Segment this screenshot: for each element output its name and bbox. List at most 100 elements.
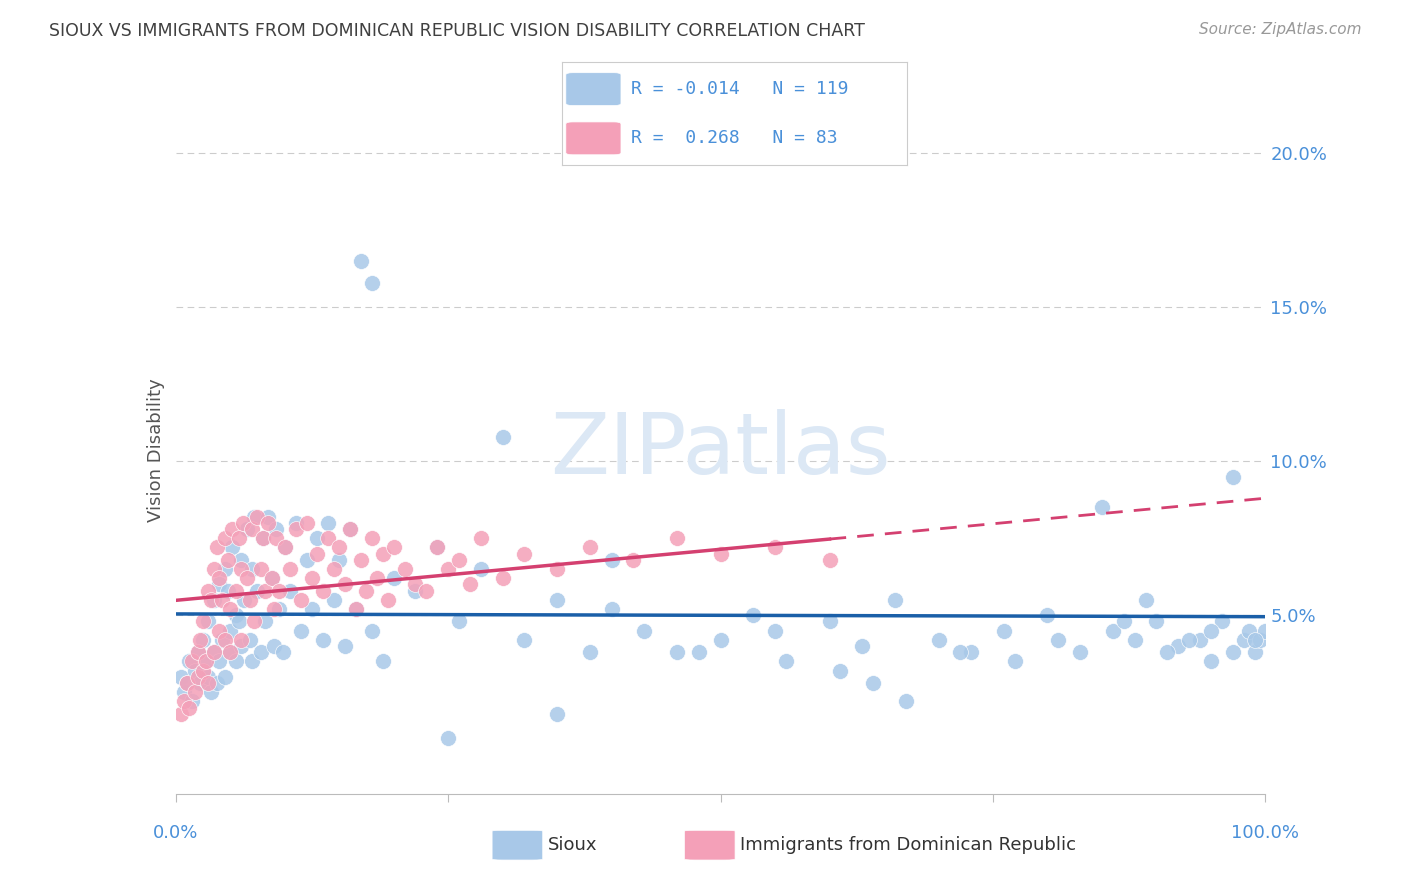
Point — [307, 531, 329, 545]
Point — [339, 522, 361, 536]
Point — [1254, 624, 1277, 638]
Point — [260, 571, 283, 585]
Point — [264, 531, 287, 545]
Point — [219, 602, 242, 616]
Point — [290, 624, 312, 638]
Point — [200, 592, 222, 607]
Point — [177, 700, 200, 714]
Point — [1199, 624, 1222, 638]
Point — [254, 615, 277, 629]
Point — [1123, 632, 1146, 647]
Point — [405, 577, 427, 591]
Point — [197, 676, 219, 690]
Point — [176, 676, 198, 690]
Point — [1199, 655, 1222, 669]
Point — [621, 553, 644, 567]
FancyBboxPatch shape — [565, 122, 621, 155]
Point — [278, 583, 301, 598]
Point — [271, 645, 294, 659]
Point — [960, 645, 983, 659]
Point — [333, 577, 356, 591]
Point — [208, 577, 231, 591]
Y-axis label: Vision Disability: Vision Disability — [146, 378, 165, 523]
Point — [546, 706, 568, 721]
Point — [1004, 655, 1026, 669]
Point — [214, 632, 236, 647]
Point — [243, 615, 266, 629]
Point — [225, 583, 247, 598]
Point — [382, 541, 405, 555]
Point — [188, 632, 211, 647]
Point — [1222, 645, 1244, 659]
Point — [214, 670, 236, 684]
Point — [350, 254, 373, 268]
Point — [246, 583, 269, 598]
Point — [322, 592, 344, 607]
Point — [177, 655, 200, 669]
Point — [322, 562, 344, 576]
Point — [240, 655, 263, 669]
Point — [458, 577, 481, 591]
Point — [1036, 608, 1059, 623]
Point — [173, 685, 195, 699]
Point — [447, 615, 470, 629]
Point — [1178, 632, 1201, 647]
Point — [221, 541, 243, 555]
Text: 0.0%: 0.0% — [153, 824, 198, 842]
Point — [243, 509, 266, 524]
Point — [211, 632, 233, 647]
Text: ZIPatlas: ZIPatlas — [550, 409, 891, 492]
Point — [249, 562, 271, 576]
Point — [415, 583, 437, 598]
Point — [188, 676, 211, 690]
FancyBboxPatch shape — [685, 830, 735, 860]
Point — [447, 553, 470, 567]
Point — [366, 571, 388, 585]
Point — [1091, 500, 1114, 515]
Point — [1232, 632, 1256, 647]
Point — [763, 624, 786, 638]
Point — [600, 602, 623, 616]
Point — [269, 583, 291, 598]
Point — [356, 583, 378, 598]
Point — [231, 639, 253, 653]
Point — [295, 553, 318, 567]
Point — [257, 509, 280, 524]
Text: Immigrants from Dominican Republic: Immigrants from Dominican Republic — [740, 836, 1076, 855]
Point — [371, 655, 394, 669]
Point — [240, 522, 263, 536]
Point — [301, 571, 323, 585]
Point — [1249, 632, 1271, 647]
Text: R =  0.268   N = 83: R = 0.268 N = 83 — [631, 129, 838, 147]
Point — [246, 509, 269, 524]
Point — [214, 531, 236, 545]
Point — [344, 602, 367, 616]
Point — [191, 615, 214, 629]
Point — [186, 645, 209, 659]
Point — [350, 553, 373, 567]
Point — [260, 571, 283, 585]
Point — [231, 562, 253, 576]
Point — [546, 592, 568, 607]
Point — [191, 664, 214, 678]
Point — [231, 632, 253, 647]
Point — [633, 624, 655, 638]
Point — [217, 583, 239, 598]
Point — [252, 531, 274, 545]
Point — [233, 592, 256, 607]
Point — [1135, 592, 1157, 607]
Point — [666, 531, 689, 545]
Point — [211, 592, 233, 607]
Point — [181, 655, 204, 669]
Point — [219, 645, 242, 659]
Point — [184, 685, 207, 699]
Point — [862, 676, 884, 690]
Point — [579, 645, 602, 659]
Point — [170, 706, 193, 721]
Point — [928, 632, 950, 647]
Point — [775, 655, 797, 669]
Point — [235, 571, 257, 585]
Point — [492, 571, 515, 585]
Point — [710, 632, 733, 647]
Point — [318, 516, 340, 530]
